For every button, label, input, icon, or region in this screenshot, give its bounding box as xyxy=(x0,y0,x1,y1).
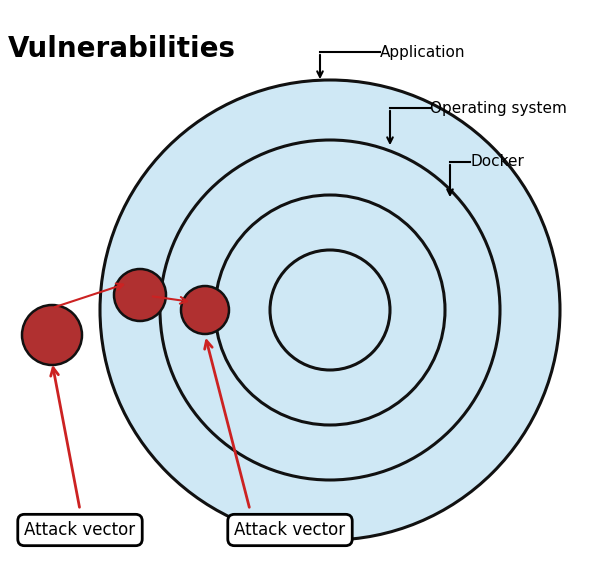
Text: Docker: Docker xyxy=(470,154,524,169)
Circle shape xyxy=(270,250,390,370)
Text: Attack vector: Attack vector xyxy=(235,521,346,539)
Circle shape xyxy=(100,80,560,540)
Text: Vulnerabilities: Vulnerabilities xyxy=(8,35,236,63)
Text: Operating system: Operating system xyxy=(430,101,567,116)
Text: Attack vector: Attack vector xyxy=(25,521,136,539)
Circle shape xyxy=(181,286,229,334)
Circle shape xyxy=(22,305,82,365)
Circle shape xyxy=(215,195,445,425)
Circle shape xyxy=(114,269,166,321)
Text: Application: Application xyxy=(380,45,466,60)
Circle shape xyxy=(160,140,500,480)
